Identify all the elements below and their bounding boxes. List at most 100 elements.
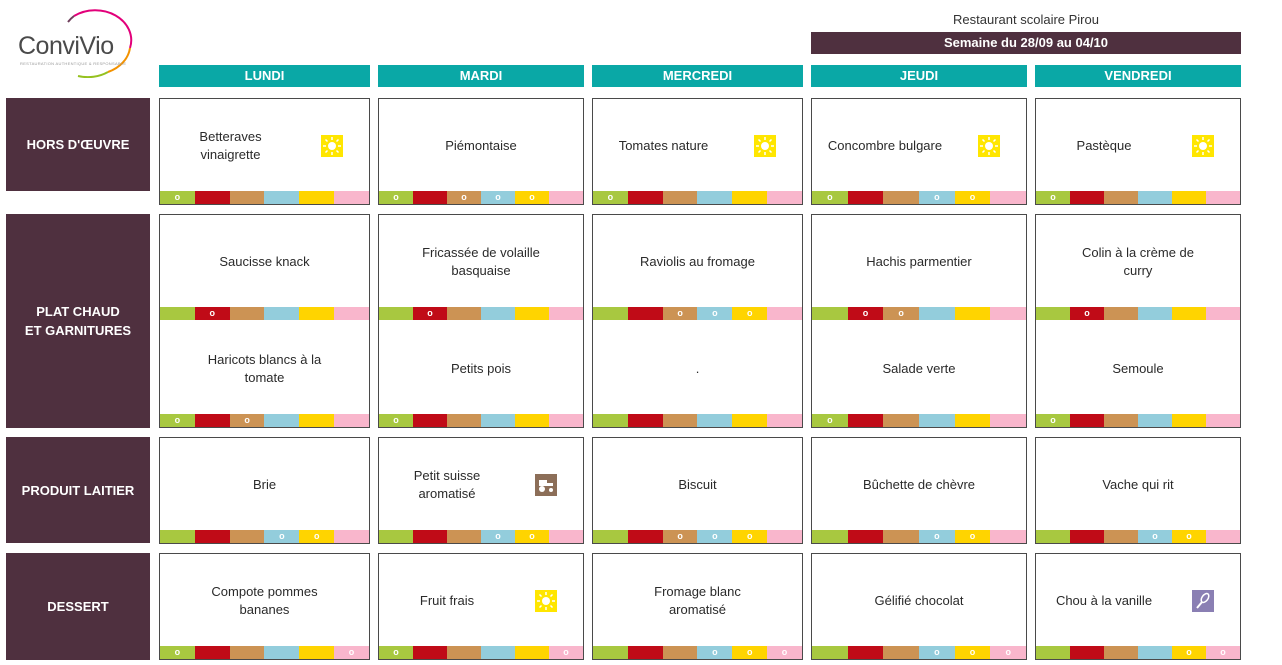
nutrition-segment: o [379, 646, 413, 659]
nutrition-segment [990, 191, 1027, 204]
menu-cell-vendredi: Colin à la crème de curry o Semoule o [1035, 214, 1241, 428]
nutrition-segment: o [160, 646, 195, 659]
nutrition-segment [662, 191, 698, 204]
menu-cell-lundi: Brie o o [159, 437, 370, 544]
nutrition-segment: o [299, 530, 335, 543]
nutrition-segment [447, 530, 481, 543]
menu-cell-lundi: Saucisse knack o Haricots blancs à la toma… [159, 214, 370, 428]
nutrition-segment [812, 307, 848, 320]
nutrition-segment [627, 307, 663, 320]
category-dessert: DESSERT [6, 553, 150, 660]
nutrition-segment [767, 530, 802, 543]
nutrition-segment [334, 307, 369, 320]
nutrition-segment: o [990, 646, 1027, 659]
nutrition-segment [732, 414, 768, 427]
nutrition-segment [1070, 530, 1104, 543]
nutrition-segment [1138, 307, 1172, 320]
nutrition-segment [447, 414, 481, 427]
nutrition-segment [627, 414, 663, 427]
nutrition-segment: o [697, 646, 733, 659]
dish-name: Gélifié chocolat [812, 554, 1026, 647]
menu-cell-jeudi: Hachis parmentier o o Salade verte o [811, 214, 1027, 428]
nutrition-segment [593, 646, 628, 659]
dish-label: Betteraves vinaigrette [199, 128, 262, 162]
nutrition-segment [1104, 414, 1138, 427]
nutrition-segment [264, 414, 300, 427]
nutrition-segment: o [481, 191, 515, 204]
nutrition-segment [334, 191, 369, 204]
nutrition-segment [1172, 191, 1206, 204]
nutrition-segment: o [413, 307, 447, 320]
nutrition-segment [515, 414, 549, 427]
nutrition-segment [847, 646, 884, 659]
nutrition-segment [194, 191, 230, 204]
nutrition-segment [1138, 646, 1172, 659]
nutrition-segment [413, 191, 447, 204]
dish-label: Pastèque [1076, 137, 1132, 153]
nutrition-segment [847, 530, 884, 543]
nutrition-segment [883, 530, 920, 543]
dish-label: Hachis parmentier [866, 253, 972, 269]
nutrition-segment [481, 646, 515, 659]
dish-name: Fricassée de volaille basquaise [379, 215, 583, 308]
nutrition-segment [767, 191, 802, 204]
menu-cell-jeudi: Gélifié chocolat o o o [811, 553, 1027, 660]
nutrition-bar: o [379, 307, 583, 320]
category-hors-doeuvre: HORS D'ŒUVRE [6, 98, 150, 191]
dish-name: Fromage blanc aromatisé [593, 554, 802, 647]
nutrition-segment [1070, 646, 1104, 659]
nutrition-segment [1172, 307, 1206, 320]
dish-name: Petits pois [379, 322, 583, 415]
nutrition-segment [299, 414, 335, 427]
convivio-logo: ConviVio RESTAURATION AUTHENTIQUE & RESP… [12, 8, 144, 78]
nutrition-segment [812, 646, 848, 659]
nutrition-segment [1036, 646, 1070, 659]
nutrition-segment [662, 414, 698, 427]
nutrition-segment [264, 307, 300, 320]
nutrition-segment [1206, 530, 1240, 543]
nutrition-segment [593, 414, 628, 427]
nutrition-segment: o [847, 307, 884, 320]
nutrition-segment [919, 307, 955, 320]
nutrition-segment: o [515, 191, 549, 204]
nutrition-segment: o [732, 530, 768, 543]
dish-name: Fruit frais [379, 554, 583, 647]
nutrition-bar: o [160, 307, 369, 320]
nutrition-segment: o [883, 307, 920, 320]
menu-cell-mardi: Piémontaise o o o o [378, 98, 584, 205]
nutrition-segment [627, 646, 663, 659]
nutrition-segment [194, 530, 230, 543]
nutrition-segment [883, 191, 920, 204]
nutrition-segment: o [954, 530, 991, 543]
nutrition-segment [732, 191, 768, 204]
nutrition-segment [847, 414, 884, 427]
dish-name: Chou à la vanille [1036, 554, 1240, 647]
logo-tagline: RESTAURATION AUTHENTIQUE & RESPONSABLE [20, 61, 127, 66]
nutrition-segment [883, 646, 920, 659]
dish-name: Pastèque [1036, 99, 1240, 192]
nutrition-bar: o [1036, 414, 1240, 427]
restaurant-name: Restaurant scolaire Pirou [953, 12, 1099, 27]
menu-cell-mardi: Petit suisse aromatisé o o [378, 437, 584, 544]
nutrition-segment: o [1172, 530, 1206, 543]
nutrition-bar: o [379, 414, 583, 427]
week-banner: Semaine du 28/09 au 04/10 [811, 32, 1241, 54]
nutrition-segment: o [379, 191, 413, 204]
dish-name: Compote pommes bananes [160, 554, 369, 647]
nutrition-segment [919, 414, 955, 427]
dish-label: Haricots blancs à la tomate [207, 351, 322, 385]
nutrition-segment: o [194, 307, 230, 320]
dish-label: Fruit frais [419, 592, 475, 608]
dish-label: Chou à la vanille [1055, 592, 1153, 608]
nutrition-segment [1104, 307, 1138, 320]
nutrition-segment [299, 191, 335, 204]
nutrition-segment [883, 414, 920, 427]
nutrition-segment: o [1206, 646, 1240, 659]
